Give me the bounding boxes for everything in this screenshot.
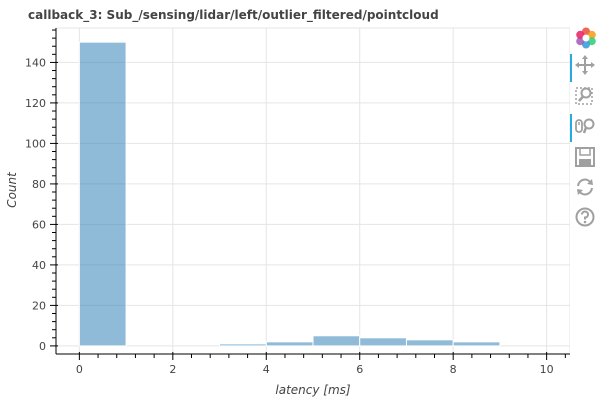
y-tick-label: 20	[32, 299, 46, 312]
x-tick-label: 10	[540, 363, 554, 376]
histogram-bar	[219, 343, 267, 347]
chart-toolbar	[570, 26, 600, 256]
histogram-bar	[312, 335, 361, 347]
y-tick-label: 140	[25, 56, 46, 69]
x-tick-label: 6	[356, 363, 363, 376]
box-zoom-icon	[575, 87, 593, 105]
box-zoom-tool-button[interactable]	[570, 82, 600, 112]
active-indicator	[570, 54, 572, 82]
histogram-bar	[78, 41, 127, 347]
y-axis-label: Count	[5, 171, 19, 208]
save-tool-button[interactable]	[570, 144, 600, 174]
x-tick-label: 8	[450, 363, 457, 376]
help-tool-button[interactable]	[570, 204, 600, 234]
plot-frame	[55, 27, 570, 355]
histogram-bar	[405, 339, 454, 347]
save-icon	[575, 147, 595, 167]
reset-tool-button[interactable]	[570, 174, 600, 204]
y-tick-label: 100	[25, 137, 46, 150]
pan-tool-button[interactable]	[570, 52, 600, 82]
histogram-bars	[78, 41, 501, 347]
bokeh-logo-icon[interactable]	[570, 24, 600, 54]
reset-icon	[577, 178, 593, 196]
y-tick-label: 120	[25, 97, 46, 110]
y-tick-label: 0	[39, 340, 46, 353]
help-icon	[575, 207, 595, 227]
wheel-zoom-icon	[575, 118, 595, 134]
histogram-bar	[359, 337, 407, 347]
active-indicator	[570, 114, 572, 142]
wheel-zoom-tool-button[interactable]	[570, 112, 600, 142]
x-tick-label: 2	[169, 363, 176, 376]
histogram-bar	[265, 341, 314, 347]
y-tick-label: 40	[32, 259, 46, 272]
x-axis-label: latency [ms]	[275, 383, 351, 397]
y-tick-label: 80	[32, 178, 46, 191]
x-tick-label: 4	[263, 363, 270, 376]
pan-icon	[575, 55, 595, 75]
chart-title: callback_3: Sub_/sensing/lidar/left/outl…	[28, 8, 439, 22]
x-tick-label: 0	[76, 363, 83, 376]
y-tick-label: 60	[32, 218, 46, 231]
histogram-bar	[452, 341, 501, 347]
